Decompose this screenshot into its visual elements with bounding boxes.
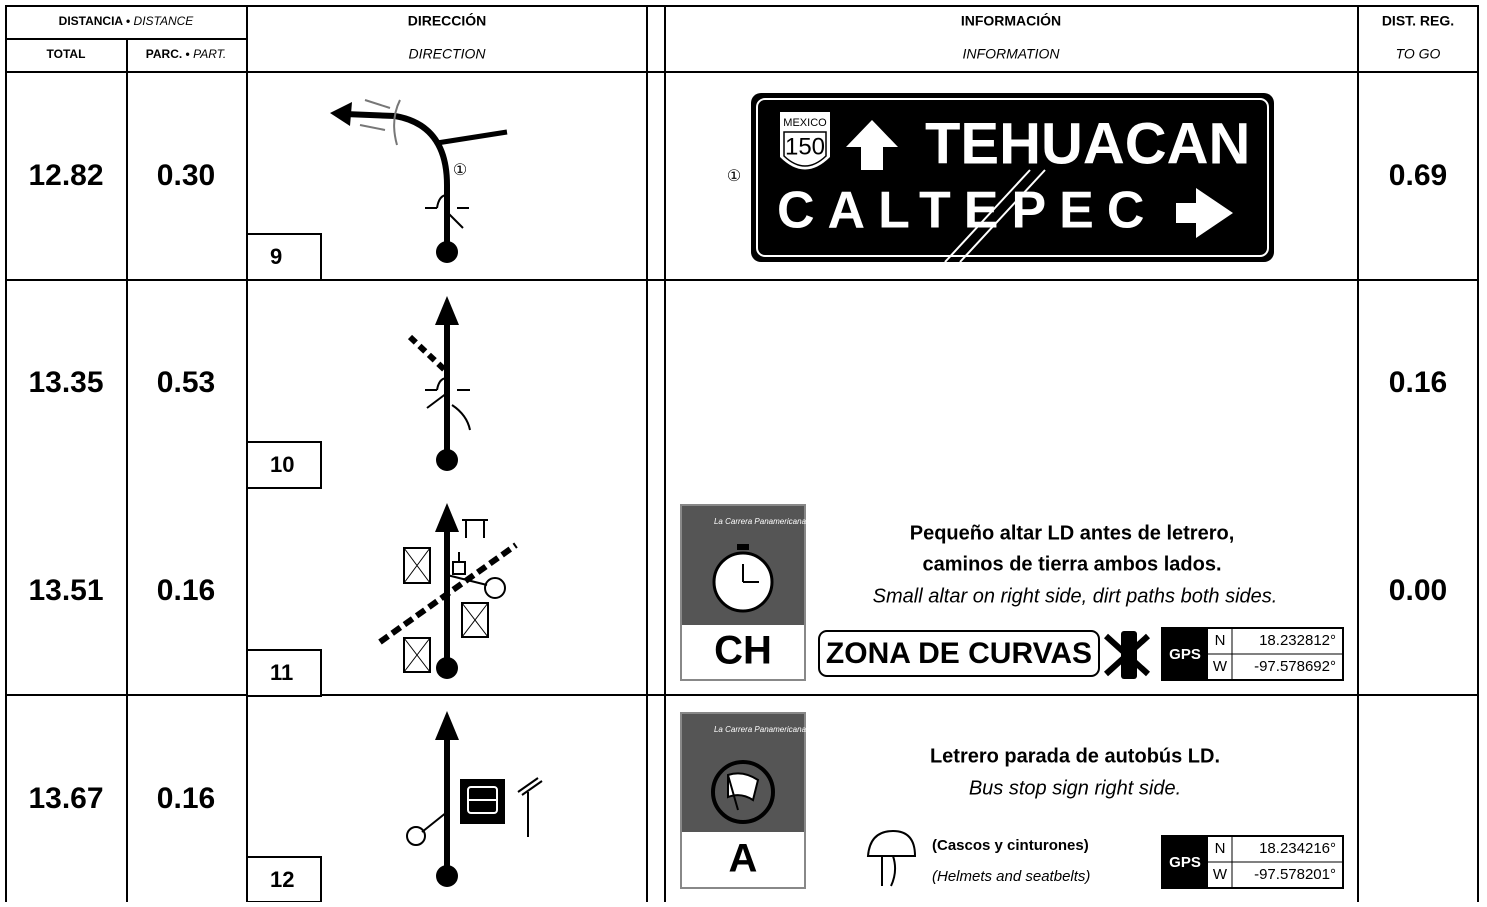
partial-distance: 0.16 (157, 782, 215, 815)
header: DISTANCIA • DISTANCE TOTAL PARC. • PART.… (47, 12, 1455, 62)
box-number-frame (246, 441, 322, 489)
gps-lon: -97.578692° (1254, 658, 1336, 675)
info-text: Letrero parada de autobús LD. (930, 745, 1220, 767)
marker: ① (727, 168, 741, 185)
info-card: La Carrera Panamericana A (680, 712, 807, 889)
header-text: INFORMATION (963, 46, 1061, 62)
svg-text:DISTANCIA • DISTANCE: DISTANCIA • DISTANCE (59, 14, 195, 28)
total-distance: 13.51 (28, 574, 103, 607)
card-brand: La Carrera Panamericana (714, 517, 807, 526)
gps-n: N (1215, 840, 1226, 857)
card-letter: CH (714, 629, 772, 673)
gps-lon: -97.578201° (1254, 866, 1336, 883)
card-brand: La Carrera Panamericana (714, 725, 807, 734)
header-text: PART. (193, 47, 226, 61)
tulip-diagram (407, 296, 471, 471)
gps-box: GPS N W 18.232812° -97.578692° (1161, 627, 1344, 681)
info-text: Pequeño altar LD antes de letrero, (910, 522, 1235, 544)
header-text: PARC. • (146, 47, 190, 61)
gps-lat: 18.232812° (1259, 632, 1336, 649)
header-text: DIRECTION (409, 46, 487, 62)
partial-distance: 0.30 (157, 159, 215, 192)
header-text: INFORMACIÓN (961, 12, 1061, 29)
note-text: (Helmets and seatbelts) (932, 868, 1090, 885)
box-number-frame (246, 233, 322, 281)
gps-w: W (1213, 658, 1228, 675)
note-text: (Cascos y cinturones) (932, 837, 1089, 854)
to-go-distance: 0.69 (1389, 159, 1447, 192)
no-phone-icon (1103, 631, 1151, 679)
box-number: 10 (270, 452, 294, 477)
to-go-distance: 0.16 (1389, 366, 1447, 399)
gps-w: W (1213, 866, 1228, 883)
tulip-diagram: ① (330, 99, 508, 263)
info-text: Bus stop sign right side. (969, 777, 1181, 799)
box-number-frame (246, 649, 322, 697)
info-text: caminos de tierra ambos lados. (923, 553, 1222, 575)
shield-text: MEXICO (783, 117, 827, 129)
header-text: DIRECCIÓN (408, 12, 487, 29)
header-text: DISTANCE (134, 14, 195, 28)
box-number: 9 (270, 244, 282, 269)
tulip-diagram (378, 503, 518, 679)
header-text: TO GO (1396, 46, 1441, 62)
helmet-icon (866, 829, 917, 887)
header-text: DISTANCIA • (59, 14, 131, 28)
zone-sign: ZONA DE CURVAS (826, 637, 1092, 670)
partial-distance: 0.16 (157, 574, 215, 607)
road-sign: MEXICO 150 TEHUACAN CALTEPEC (751, 93, 1274, 263)
sign-text: TEHUACAN (925, 111, 1250, 176)
partial-distance: 0.53 (157, 366, 215, 399)
box-number: 12 (270, 867, 294, 892)
total-distance: 13.35 (28, 366, 103, 399)
total-distance: 12.82 (28, 159, 103, 192)
box-number-frame (246, 856, 322, 903)
marker: ① (453, 162, 467, 179)
gps-label: GPS (1169, 646, 1201, 663)
shield-number: 150 (785, 133, 825, 160)
gps-lat: 18.234216° (1259, 840, 1336, 857)
to-go-distance: 0.00 (1389, 574, 1447, 607)
card-letter: A (729, 837, 758, 881)
total-distance: 13.67 (28, 782, 103, 815)
info-card: La Carrera Panamericana CH (680, 504, 807, 681)
gps-box: GPS N W 18.234216° -97.578201° (1161, 835, 1344, 889)
header-text: TOTAL (47, 47, 86, 61)
header-text: DIST. REG. (1382, 13, 1454, 29)
sign-text: CALTEPEC (777, 182, 1157, 240)
svg-text:PARC. • PART.: PARC. • PART. (146, 47, 226, 61)
info-text: Small altar on right side, dirt paths bo… (873, 585, 1278, 607)
box-number: 11 (270, 660, 293, 685)
gps-n: N (1215, 632, 1226, 649)
tulip-diagram (406, 711, 543, 887)
gps-label: GPS (1169, 854, 1201, 871)
